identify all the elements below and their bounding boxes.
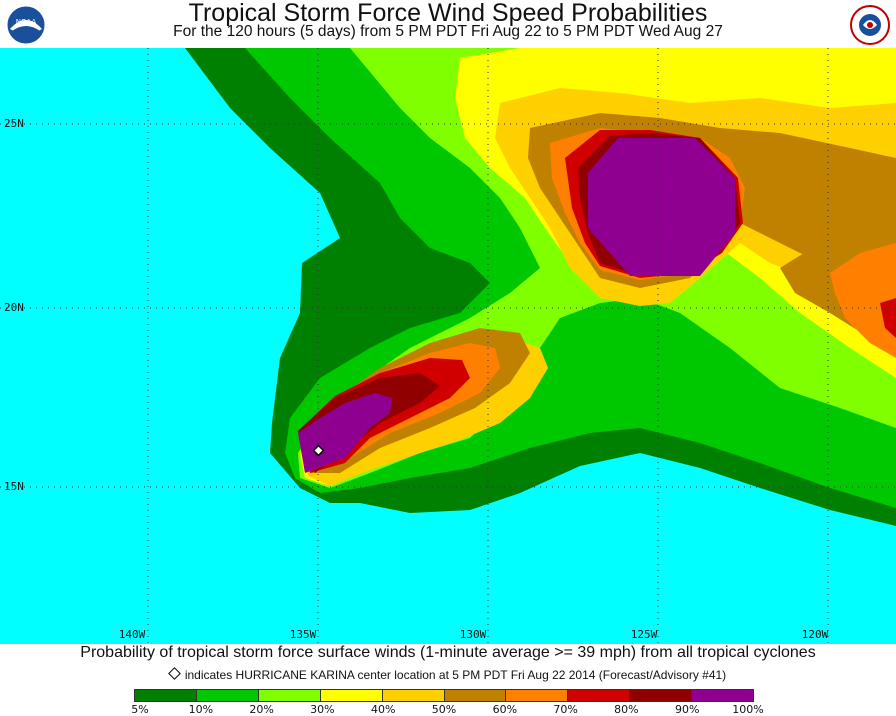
legend-swatch	[196, 690, 259, 701]
lon-label-140w: 140W	[118, 628, 146, 641]
storm-center-marker	[312, 444, 325, 457]
legend-tick-label: 5%	[131, 703, 149, 716]
noaa-logo: NOAA	[6, 5, 46, 45]
legend-ticks: 5% 10% 20% 30% 40% 50% 60% 70% 80% 90% 100%	[0, 703, 896, 716]
legend-tick-label: 100%	[732, 703, 764, 716]
legend-swatch	[135, 690, 197, 701]
legend-tick-label: 20%	[249, 703, 274, 716]
probability-map: 25N 20N 15N 140W 135W 130W 125W 120W	[0, 48, 896, 644]
lon-label-125w: 125W	[630, 628, 658, 641]
legend-swatch	[692, 690, 754, 701]
legend-tick-label: 60%	[492, 703, 518, 716]
legend-swatch	[382, 690, 445, 701]
legend-tick-label: 70%	[553, 703, 578, 716]
nws-logo	[850, 5, 890, 45]
legend-tick-label: 30%	[310, 703, 335, 716]
legend-tick-label: 40%	[370, 703, 396, 716]
lon-label-135w: 135W	[289, 628, 317, 641]
legend-tick-label: 90%	[674, 703, 700, 716]
legend-swatch	[630, 690, 693, 701]
diamond-icon	[167, 667, 181, 680]
contour-70pct-east	[880, 298, 896, 338]
lat-label-25n: 25N	[4, 117, 24, 130]
legend-tick-label: 80%	[614, 703, 639, 716]
contour-60pct-east	[830, 243, 896, 358]
storm-note-text: indicates HURRICANE KARINA center locati…	[184, 668, 727, 682]
lon-label-120w: 120W	[801, 628, 829, 641]
legend-swatch	[258, 690, 321, 701]
page-title: Tropical Storm Force Wind Speed Probabil…	[188, 0, 708, 27]
legend-tick-label: 50%	[431, 703, 457, 716]
lat-label-20n: 20N	[4, 301, 24, 314]
contour-90pct	[588, 138, 735, 276]
noaa-logo-text: NOAA	[16, 18, 37, 26]
lat-label-15n: 15N	[4, 480, 24, 493]
legend-swatch	[444, 690, 507, 701]
legend-tick-label: 10%	[188, 703, 214, 716]
header: NOAA Tropical Storm Force Wind Speed Pro…	[0, 0, 896, 48]
page-subtitle: For the 120 hours (5 days) from 5 PM PDT…	[173, 23, 723, 40]
lon-label-130w: 130W	[459, 628, 487, 641]
legend-swatch	[506, 690, 569, 701]
storm-note: indicates HURRICANE KARINA center locati…	[0, 667, 896, 683]
legend-swatch	[320, 690, 383, 701]
map-caption: Probability of tropical storm force surf…	[80, 644, 816, 661]
probability-contours	[0, 48, 896, 644]
legend-swatch	[568, 690, 631, 701]
probability-legend	[134, 689, 754, 702]
